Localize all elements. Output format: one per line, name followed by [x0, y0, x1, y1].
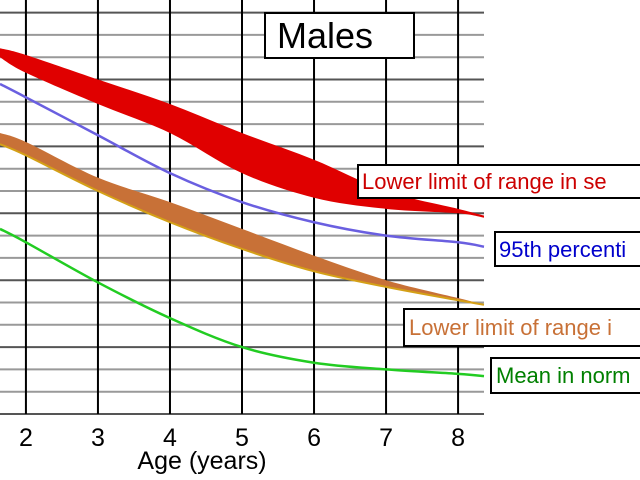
legend-label-blue: 95th percenti — [494, 231, 640, 267]
chart-title-box: Males — [264, 12, 415, 59]
x-tick-label: 6 — [307, 424, 321, 452]
legend-text: Lower limit of range i — [409, 315, 612, 340]
legend-text: Lower limit of range in se — [362, 169, 607, 194]
x-tick-label: 8 — [451, 424, 465, 452]
x-tick-label: 3 — [91, 424, 105, 452]
x-tick-label: 4 — [163, 424, 177, 452]
band-edge-series-2 — [0, 143, 485, 306]
chart-title: Males — [277, 15, 374, 56]
line-series-1 — [0, 82, 485, 248]
legend-label-green: Mean in norm — [490, 357, 640, 394]
x-tick-label: 2 — [19, 424, 33, 452]
legend-text: Mean in norm — [496, 363, 631, 388]
x-axis-label: Age (years) — [137, 447, 266, 475]
x-tick-label: 5 — [235, 424, 249, 452]
line-series-3 — [0, 227, 485, 378]
x-ticks: 2 3 4 5 6 7 8 — [19, 424, 465, 452]
band-series-0 — [0, 48, 484, 218]
legend-label-brown: Lower limit of range i — [403, 308, 640, 347]
marks — [0, 48, 485, 378]
x-tick-label: 7 — [379, 424, 393, 452]
legend-text: 95th percenti — [499, 237, 627, 262]
legend-label-red: Lower limit of range in se — [357, 164, 640, 199]
